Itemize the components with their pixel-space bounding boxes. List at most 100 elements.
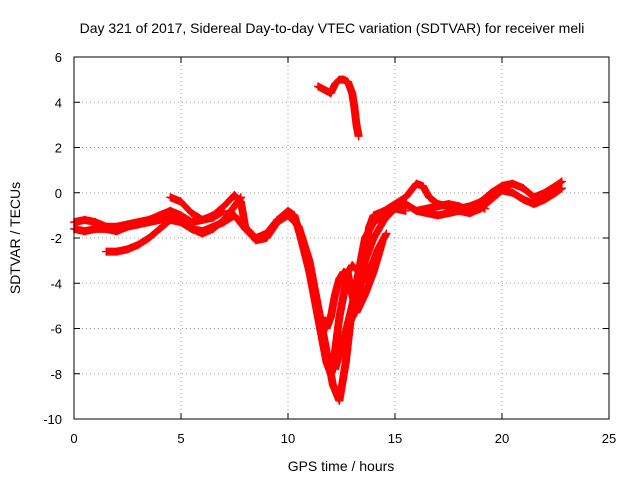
data-point xyxy=(519,195,528,204)
data-point xyxy=(187,218,196,227)
data-point xyxy=(551,188,560,197)
y-tick-label: 4 xyxy=(55,95,62,110)
data-point xyxy=(551,181,560,190)
data-series xyxy=(70,75,566,405)
data-point xyxy=(331,365,340,374)
data-point xyxy=(230,191,239,200)
data-point xyxy=(540,195,549,204)
data-point xyxy=(365,267,374,276)
data-point xyxy=(331,80,340,89)
data-point xyxy=(198,229,207,238)
data-point xyxy=(219,215,228,224)
x-tick-label: 25 xyxy=(602,431,616,446)
data-point xyxy=(480,204,489,213)
data-point xyxy=(412,206,421,215)
data-point xyxy=(373,245,382,254)
data-point xyxy=(294,222,303,231)
data-point xyxy=(322,347,331,356)
data-point xyxy=(350,102,359,111)
data-point xyxy=(322,324,331,333)
data-point xyxy=(339,290,348,299)
data-point xyxy=(112,247,121,256)
data-point xyxy=(177,211,185,220)
data-point xyxy=(455,202,464,211)
data-point xyxy=(444,209,453,218)
data-point xyxy=(155,224,164,233)
data-point xyxy=(401,200,410,209)
data-point xyxy=(476,202,485,211)
data-point xyxy=(433,211,442,220)
data-point xyxy=(498,186,506,195)
data-point xyxy=(369,218,378,227)
data-point xyxy=(335,313,344,322)
data-point xyxy=(262,234,271,242)
data-point xyxy=(80,227,89,236)
series-arc7 xyxy=(324,229,391,374)
data-point xyxy=(391,204,399,213)
y-tick-label: 0 xyxy=(55,186,62,201)
x-tick-label: 15 xyxy=(388,431,402,446)
data-point xyxy=(209,213,218,222)
data-point xyxy=(557,184,566,193)
plot-frame xyxy=(73,56,610,420)
data-point xyxy=(209,224,218,233)
data-point xyxy=(144,234,153,242)
data-point xyxy=(134,220,143,229)
data-point xyxy=(134,240,143,249)
data-point xyxy=(112,227,121,236)
data-point xyxy=(508,188,517,197)
data-point xyxy=(230,211,239,220)
y-tick-label: -4 xyxy=(50,276,62,291)
data-point xyxy=(328,381,337,390)
data-point xyxy=(382,229,391,238)
data-point xyxy=(343,270,352,279)
x-tick-label: 20 xyxy=(495,431,509,446)
data-point xyxy=(326,313,335,322)
data-point xyxy=(177,197,185,206)
data-point xyxy=(352,120,361,129)
data-point xyxy=(91,218,100,227)
series-arc4 xyxy=(166,193,228,224)
data-point xyxy=(335,396,344,405)
data-point xyxy=(326,89,335,98)
series-arc9 xyxy=(313,75,363,141)
data-point xyxy=(91,224,100,233)
data-point xyxy=(305,256,314,265)
data-point xyxy=(198,215,207,224)
grid xyxy=(74,57,609,419)
data-point xyxy=(339,267,348,276)
data-point xyxy=(144,218,153,227)
data-point xyxy=(487,188,496,197)
data-point xyxy=(341,358,350,367)
series-arc3 xyxy=(102,193,245,256)
data-point xyxy=(354,132,363,141)
data-point xyxy=(348,301,357,310)
data-point xyxy=(331,290,340,299)
data-point xyxy=(444,200,453,209)
data-point xyxy=(318,313,327,322)
x-tick-label: 10 xyxy=(281,431,295,446)
data-point xyxy=(540,188,549,197)
y-tick-label: -6 xyxy=(50,322,62,337)
y-axis-label: SDTVAR / TECUs xyxy=(7,182,23,294)
data-point xyxy=(361,256,370,265)
data-point xyxy=(226,195,235,204)
data-point xyxy=(187,209,196,218)
data-point xyxy=(241,224,250,233)
data-point xyxy=(155,215,164,224)
series-markers xyxy=(70,177,566,378)
data-point xyxy=(465,206,474,215)
data-point xyxy=(236,193,245,202)
y-tick-label: 6 xyxy=(55,50,62,65)
y-tick-label: -2 xyxy=(50,231,62,246)
data-point xyxy=(519,184,528,193)
series-markers xyxy=(314,75,363,141)
series-arc8 xyxy=(412,200,489,215)
data-point xyxy=(123,222,132,231)
data-point xyxy=(166,206,175,215)
data-point xyxy=(177,218,185,227)
data-point xyxy=(187,224,196,233)
data-point xyxy=(401,193,410,202)
data-point xyxy=(348,261,357,270)
